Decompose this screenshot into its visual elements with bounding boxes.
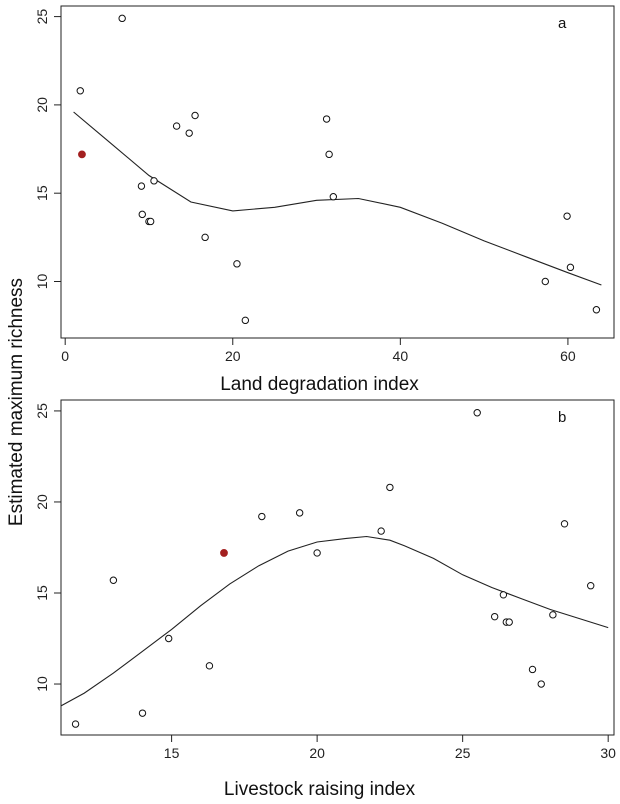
data-point bbox=[325, 150, 333, 159]
data-point bbox=[76, 87, 84, 95]
panel-b-frame bbox=[60, 399, 615, 736]
data-point bbox=[191, 111, 199, 120]
x-tick-label: 25 bbox=[455, 745, 471, 761]
panel-b-y-ticks: 10 15 20 25 bbox=[34, 403, 61, 692]
data-point bbox=[541, 277, 549, 286]
y-tick-label: 25 bbox=[34, 403, 50, 419]
y-tick-label: 25 bbox=[34, 9, 50, 25]
y-tick-label: 20 bbox=[34, 97, 50, 113]
panel-b: 15 20 25 30 10 15 20 25 b Livestock raising in… bbox=[34, 399, 616, 800]
data-point bbox=[528, 665, 537, 674]
x-tick-label: 15 bbox=[164, 745, 180, 761]
data-point bbox=[505, 618, 513, 626]
data-point bbox=[313, 549, 321, 557]
highlight-point bbox=[220, 549, 228, 557]
x-tick-label: 30 bbox=[600, 745, 616, 761]
data-point bbox=[490, 612, 499, 621]
panel-b-x-axis-title: Livestock raising index bbox=[224, 779, 416, 800]
panel-a-x-axis-title: Land degradation index bbox=[220, 374, 419, 395]
data-point bbox=[172, 122, 181, 130]
panel-a-x-ticks: 0 20 40 60 bbox=[61, 338, 576, 364]
data-point bbox=[205, 662, 214, 670]
x-tick-label: 0 bbox=[61, 348, 69, 364]
x-tick-label: 40 bbox=[393, 348, 409, 364]
data-point bbox=[241, 316, 250, 325]
data-point bbox=[537, 680, 545, 688]
y-tick-label: 20 bbox=[34, 494, 50, 510]
data-point bbox=[138, 709, 147, 717]
panel-b-letter: b bbox=[558, 409, 566, 426]
panel-a-frame bbox=[60, 5, 615, 339]
y-tick-label: 10 bbox=[34, 273, 50, 289]
data-point bbox=[137, 182, 146, 190]
data-point bbox=[322, 115, 331, 123]
x-tick-label: 20 bbox=[309, 745, 325, 761]
data-point bbox=[563, 212, 571, 220]
panel-a-y-ticks: 10 15 20 25 bbox=[34, 9, 61, 289]
panel-b-fit-curve bbox=[60, 535, 609, 707]
y-tick-label: 10 bbox=[34, 676, 50, 692]
data-point bbox=[201, 233, 209, 242]
y-tick-label: 15 bbox=[34, 185, 50, 201]
data-point bbox=[258, 512, 266, 521]
x-tick-label: 20 bbox=[225, 348, 241, 364]
data-point bbox=[295, 509, 304, 517]
data-point bbox=[118, 14, 126, 23]
data-point bbox=[138, 210, 146, 219]
highlight-point bbox=[78, 150, 86, 159]
data-point bbox=[329, 193, 338, 201]
data-point bbox=[233, 260, 241, 268]
data-point bbox=[146, 217, 155, 226]
data-point bbox=[587, 582, 595, 590]
data-point bbox=[473, 409, 481, 417]
data-point bbox=[499, 591, 508, 599]
data-point bbox=[560, 520, 569, 528]
y-tick-label: 15 bbox=[34, 585, 50, 601]
data-point bbox=[71, 720, 80, 728]
data-point bbox=[164, 634, 173, 643]
panel-a-fit-curve bbox=[73, 111, 602, 286]
shared-y-axis-title: Estimated maximum richness bbox=[6, 278, 27, 526]
panel-a: 0 20 40 60 10 15 20 25 a Land degradation inde… bbox=[34, 5, 615, 395]
data-point bbox=[549, 611, 557, 619]
data-point bbox=[377, 527, 385, 535]
data-point bbox=[592, 306, 601, 314]
panel-a-letter: a bbox=[558, 15, 567, 32]
data-point bbox=[150, 177, 158, 185]
panel-a-points bbox=[76, 14, 601, 325]
data-point bbox=[109, 576, 118, 584]
data-point bbox=[566, 263, 575, 272]
panel-b-x-ticks: 15 20 25 30 bbox=[164, 735, 616, 761]
data-point bbox=[185, 129, 193, 137]
data-point bbox=[386, 483, 394, 492]
x-tick-label: 60 bbox=[560, 348, 576, 364]
panel-b-points bbox=[71, 409, 595, 728]
